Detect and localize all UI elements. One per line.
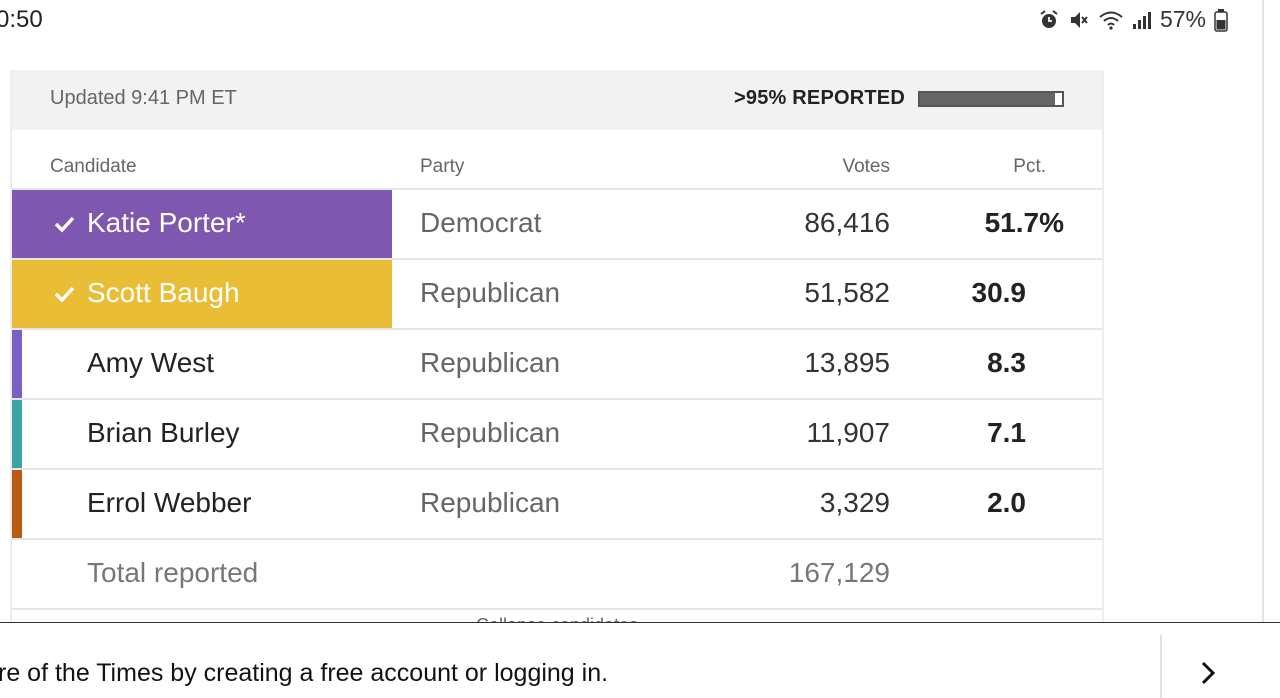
candidate-pct: 7.1: [987, 417, 1026, 448]
check-icon: [54, 216, 75, 233]
column-header-pct: Pct.: [1013, 156, 1046, 177]
signal-icon: [1132, 10, 1152, 30]
wifi-icon: [1098, 9, 1124, 31]
candidate-pct: 30.9: [971, 277, 1027, 308]
total-label: Total reported: [87, 557, 259, 588]
column-header-party: Party: [420, 156, 465, 177]
candidate-party: Republican: [420, 417, 561, 448]
candidate-votes: 51,582: [804, 277, 890, 308]
total-row: Total reported 167,129: [12, 538, 1102, 608]
candidate-pct: 2.0: [987, 487, 1026, 518]
candidate-pct: 51.7%: [984, 207, 1064, 238]
table-row: Scott Baugh Republican 51,582 30.9: [12, 258, 1102, 328]
chevron-right-icon[interactable]: [1196, 661, 1220, 685]
candidate-color: [12, 470, 22, 538]
account-banner: re of the Times by creating a free accou…: [0, 622, 1280, 698]
total-votes: 167,129: [788, 557, 890, 588]
table-row: Amy West Republican 13,895 8.3: [12, 328, 1102, 398]
alarm-icon: [1038, 9, 1060, 31]
banner-text: re of the Times by creating a free accou…: [0, 659, 609, 687]
candidate-name: Scott Baugh: [87, 277, 240, 308]
reported-progress-bar: [918, 91, 1064, 107]
column-header-candidate: Candidate: [50, 156, 137, 177]
candidate-votes: 11,907: [806, 417, 890, 448]
table-row: Brian Burley Republican 11,907 7.1: [12, 398, 1102, 468]
candidate-name: Katie Porter*: [87, 207, 246, 238]
reported-label: >95% REPORTED: [734, 87, 905, 109]
candidate-party: Republican: [420, 347, 561, 378]
muted-icon: [1068, 9, 1090, 31]
table-row: Errol Webber Republican 3,329 2.0: [12, 468, 1102, 538]
candidate-votes: 13,895: [804, 347, 890, 378]
status-time: 0:50: [0, 6, 43, 33]
results-header: Updated 9:41 PM ET >95% REPORTED: [12, 70, 1102, 130]
candidate-color: [12, 330, 22, 398]
collapse-candidates-button[interactable]: Collapse candidates: [12, 615, 1102, 623]
battery-icon: [1214, 8, 1228, 32]
candidate-color: [12, 400, 22, 468]
candidate-party: Republican: [420, 487, 561, 518]
candidate-party: Republican: [420, 277, 561, 308]
status-bar: 0:50 57%: [0, 0, 1280, 40]
table-row: Katie Porter* Democrat 86,416 51.7%: [12, 188, 1102, 258]
collapse-row[interactable]: [12, 608, 1102, 623]
check-icon: [54, 286, 75, 303]
candidate-votes: 86,416: [804, 207, 890, 238]
candidate-color: [12, 260, 392, 328]
updated-timestamp: Updated 9:41 PM ET: [50, 87, 237, 109]
candidate-color: [12, 190, 392, 258]
results-table: Katie Porter* Democrat 86,416 51.7% Scot…: [12, 188, 1102, 623]
candidate-name: Errol Webber: [87, 487, 252, 518]
election-results-card: Updated 9:41 PM ET >95% REPORTED Candida…: [10, 70, 1104, 623]
candidate-name: Brian Burley: [87, 417, 240, 448]
status-icons: 57%: [1038, 6, 1228, 33]
battery-percent: 57%: [1159, 6, 1206, 32]
candidate-party: Democrat: [420, 207, 542, 238]
banner-divider: [1160, 635, 1162, 698]
candidate-pct: 8.3: [987, 347, 1026, 378]
window-edge: [1262, 0, 1264, 697]
column-header-votes: Votes: [842, 156, 890, 177]
candidate-votes: 3,329: [819, 487, 890, 518]
reported-progress-fill: [920, 93, 1055, 105]
candidate-name: Amy West: [87, 347, 215, 378]
